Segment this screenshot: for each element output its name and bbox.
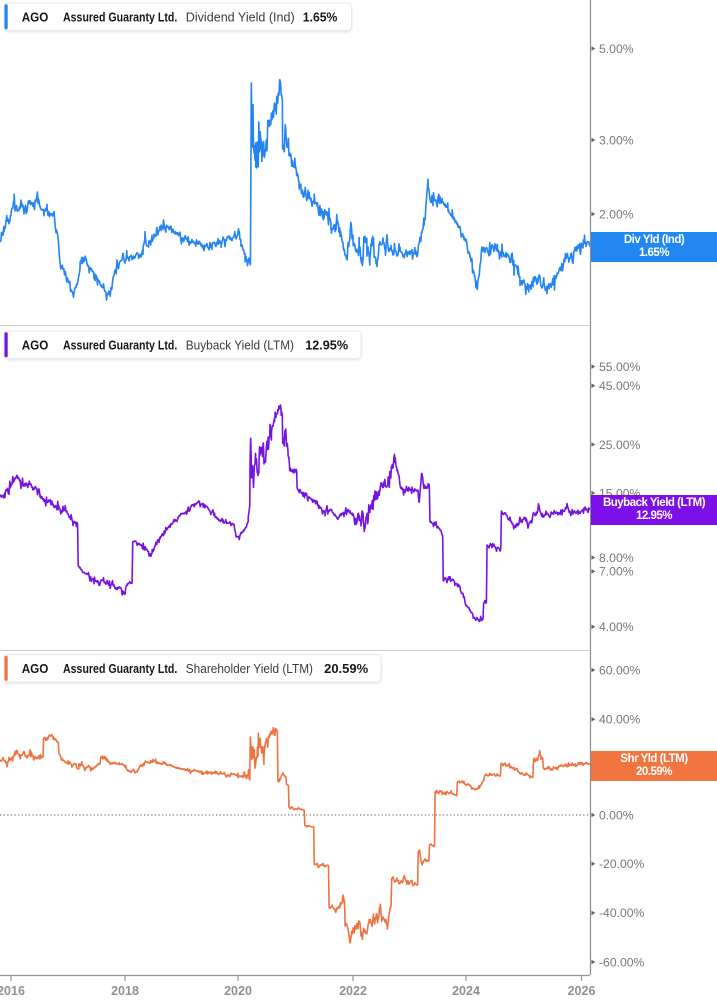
svg-text:45.00%: 45.00%: [599, 379, 640, 393]
svg-text:2018: 2018: [111, 984, 139, 998]
svg-text:20.59%: 20.59%: [324, 661, 369, 676]
svg-text:25.00%: 25.00%: [599, 438, 640, 452]
svg-text:2016: 2016: [0, 984, 25, 998]
svg-text:AGO: AGO: [22, 337, 49, 352]
svg-text:2022: 2022: [339, 984, 367, 998]
svg-text:2024: 2024: [452, 984, 480, 998]
svg-text:Assured Guaranty Ltd.: Assured Guaranty Ltd.: [63, 9, 177, 24]
svg-text:55.00%: 55.00%: [599, 360, 640, 374]
svg-text:7.00%: 7.00%: [599, 565, 634, 579]
svg-text:Dividend Yield (Ind): Dividend Yield (Ind): [186, 9, 295, 24]
svg-text:-20.00%: -20.00%: [599, 857, 645, 871]
svg-text:3.00%: 3.00%: [599, 133, 634, 147]
svg-text:4.00%: 4.00%: [599, 620, 634, 634]
svg-text:60.00%: 60.00%: [599, 663, 640, 677]
svg-text:1.65%: 1.65%: [303, 9, 338, 24]
svg-text:AGO: AGO: [22, 661, 49, 676]
svg-text:8.00%: 8.00%: [599, 551, 634, 565]
svg-text:0.00%: 0.00%: [599, 808, 634, 822]
svg-text:-60.00%: -60.00%: [599, 955, 645, 969]
svg-text:5.00%: 5.00%: [599, 42, 634, 56]
svg-text:12.95%: 12.95%: [305, 337, 348, 352]
svg-text:40.00%: 40.00%: [599, 713, 640, 727]
svg-text:2.00%: 2.00%: [599, 207, 634, 221]
svg-text:AGO: AGO: [22, 9, 49, 24]
svg-text:2020: 2020: [224, 984, 252, 998]
svg-text:Buyback Yield (LTM): Buyback Yield (LTM): [186, 337, 294, 352]
svg-text:-40.00%: -40.00%: [599, 906, 645, 920]
svg-text:Assured Guaranty Ltd.: Assured Guaranty Ltd.: [63, 661, 177, 676]
svg-text:2026: 2026: [568, 984, 596, 998]
svg-text:Shareholder Yield (LTM): Shareholder Yield (LTM): [186, 661, 313, 676]
svg-text:Assured Guaranty Ltd.: Assured Guaranty Ltd.: [63, 337, 177, 352]
